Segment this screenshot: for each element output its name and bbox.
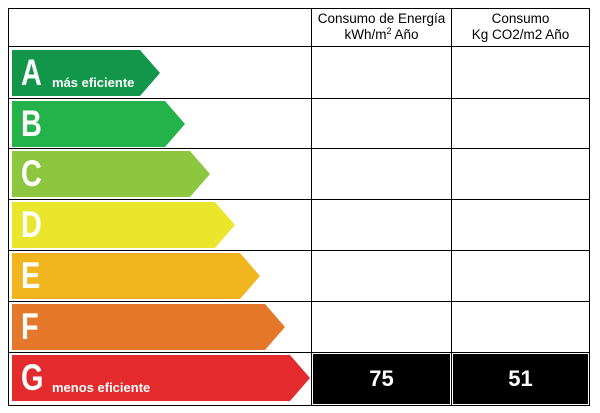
rating-letter-g: G: [21, 357, 44, 398]
rating-letter-d: D: [21, 204, 42, 245]
header-co2-consumption: Consumo Kg CO2/m2 Año: [452, 8, 589, 46]
rating-arrow-shape-c: [12, 151, 210, 197]
rating-arrow-c: C: [12, 151, 210, 197]
rating-arrow-d: D: [12, 202, 235, 248]
rating-arrow-e: E: [12, 253, 260, 299]
row-divider-de: [8, 250, 590, 251]
column-divider-1: [311, 8, 312, 406]
rating-arrow-shape-b: [12, 101, 185, 147]
rating-letter-c: C: [21, 153, 42, 194]
rating-letter-b: B: [21, 103, 42, 144]
rating-arrow-f: F: [12, 304, 285, 350]
column-divider-2: [451, 8, 452, 406]
header-energy-line2: kWh/m2 Año: [344, 26, 419, 43]
energy-value-cell: 75: [313, 354, 450, 404]
co2-value-cell: 51: [453, 354, 588, 404]
rating-arrow-shape-a: [12, 50, 160, 96]
rating-label-g: menos eficiente: [52, 380, 151, 395]
header-energy-consumption: Consumo de Energía kWh/m2 Año: [312, 8, 451, 46]
row-divider-fg: [8, 352, 590, 353]
header-co2-line1: Consumo: [491, 11, 550, 26]
header-energy-line1: Consumo de Energía: [317, 11, 446, 26]
rating-arrow-shape-f: [12, 304, 285, 350]
row-divider-ab: [8, 98, 590, 99]
energy-rating-table: [8, 8, 590, 406]
rating-arrow-shape-d: [12, 202, 235, 248]
rating-arrow-shape-e: [12, 253, 260, 299]
header-co2-line2: Kg CO2/m2 Año: [471, 27, 570, 42]
rating-letter-e: E: [21, 255, 41, 296]
rating-letter-a: A: [21, 52, 42, 93]
header-divider: [8, 46, 590, 47]
rating-label-a: más eficiente: [52, 75, 135, 90]
row-divider-ef: [8, 301, 590, 302]
rating-letter-f: F: [21, 306, 39, 347]
rating-arrow-b: B: [12, 101, 185, 147]
row-divider-cd: [8, 199, 590, 200]
rating-arrow-shape-g: [12, 355, 310, 401]
row-divider-bc: [8, 148, 590, 149]
